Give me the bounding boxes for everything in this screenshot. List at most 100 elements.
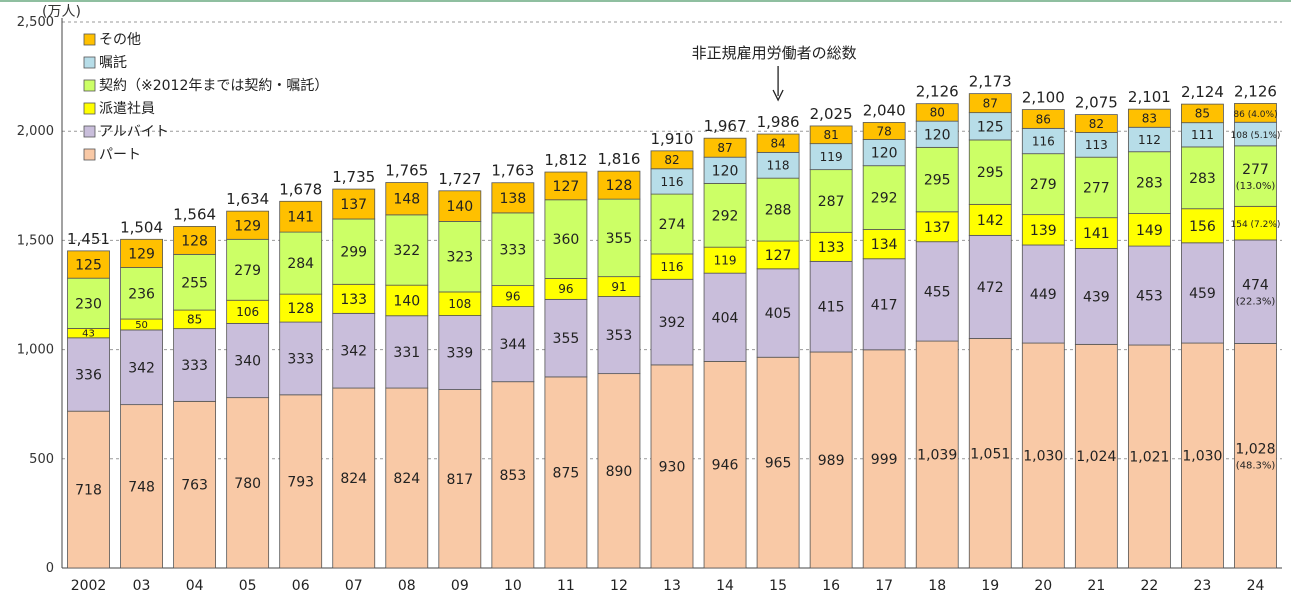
data-label: 127 xyxy=(553,179,580,195)
x-tick-label: 11 xyxy=(557,578,575,594)
data-label: 86 xyxy=(1036,112,1051,126)
data-label: 133 xyxy=(340,292,367,308)
data-label: 283 xyxy=(1189,171,1216,187)
bar-segment xyxy=(1181,342,1224,569)
data-label: 120 xyxy=(712,163,739,179)
bar-segment xyxy=(491,212,535,287)
data-label: 154 (7.2%) xyxy=(1231,220,1281,230)
bar-segment xyxy=(809,143,853,171)
total-label: 2,075 xyxy=(1075,94,1118,112)
bar-segment xyxy=(650,150,694,170)
bar-segment xyxy=(1234,343,1277,569)
bar-segment xyxy=(703,360,747,569)
legend-label: 派遣社員 xyxy=(99,101,155,117)
data-label: 82 xyxy=(1089,117,1104,131)
data-label: 295 xyxy=(977,165,1004,181)
data-label: 474 xyxy=(1242,278,1269,294)
bar-segment xyxy=(1074,343,1118,569)
legend-swatch xyxy=(83,33,96,46)
x-tick-label: 07 xyxy=(345,578,363,594)
total-label: 2,025 xyxy=(810,105,853,123)
y-tick-label: 0 xyxy=(46,561,54,576)
data-label: 78 xyxy=(877,124,892,138)
data-label: 140 xyxy=(446,199,473,215)
bar-segment xyxy=(703,137,747,158)
x-tick-label: 08 xyxy=(398,578,416,594)
bar-segment xyxy=(1021,127,1065,155)
data-label: 91 xyxy=(611,280,626,294)
data-label: 1,030 xyxy=(1182,449,1222,465)
y-tick-label: 2,000 xyxy=(17,124,54,139)
data-label: 116 xyxy=(1032,134,1055,148)
legend-swatch xyxy=(83,79,96,92)
bar-segment xyxy=(650,168,694,195)
total-label: 2,173 xyxy=(969,73,1012,91)
x-tick-label: 14 xyxy=(716,578,734,594)
total-label: 2,100 xyxy=(1022,89,1065,107)
data-label: 119 xyxy=(820,150,843,164)
data-label: 1,051 xyxy=(970,446,1010,462)
bar-segment xyxy=(67,277,110,329)
bar-segment xyxy=(120,238,163,268)
data-label: 86 (4.0%) xyxy=(1233,110,1277,120)
bar-segment xyxy=(120,329,163,406)
bar-segment xyxy=(809,169,853,233)
bar-segment xyxy=(173,253,217,311)
data-label: 718 xyxy=(75,483,102,499)
data-label: 230 xyxy=(75,296,102,312)
data-label: 43 xyxy=(82,329,95,340)
bar-segment xyxy=(332,387,376,569)
share-label: (48.3%) xyxy=(1236,461,1276,472)
bar-segment xyxy=(1234,239,1277,344)
legend-swatch xyxy=(83,148,96,161)
data-label: 459 xyxy=(1189,286,1216,302)
total-label: 1,967 xyxy=(704,117,747,135)
bar-segment xyxy=(1234,205,1277,241)
total-label: 1,910 xyxy=(651,130,694,148)
data-label: 360 xyxy=(553,232,580,248)
data-label: 125 xyxy=(977,119,1004,135)
bar-segment xyxy=(173,328,217,402)
data-label: 824 xyxy=(393,471,420,487)
data-label: 292 xyxy=(871,191,898,207)
data-label: 142 xyxy=(977,213,1004,229)
bar-segment xyxy=(1074,114,1118,133)
data-label: 80 xyxy=(930,106,945,120)
data-label: 748 xyxy=(128,479,155,495)
data-label: 134 xyxy=(871,237,898,253)
data-label: 277 xyxy=(1083,180,1110,196)
bar-segment xyxy=(703,246,747,274)
data-label: 149 xyxy=(1136,223,1163,239)
data-label: 133 xyxy=(818,240,845,256)
bar-segment xyxy=(756,240,800,270)
data-label: 87 xyxy=(717,141,732,155)
data-label: 138 xyxy=(500,191,527,207)
data-label: 277 xyxy=(1242,162,1269,178)
data-label: 340 xyxy=(234,354,261,370)
x-tick-label: 12 xyxy=(610,578,628,594)
data-label: 1,024 xyxy=(1076,449,1116,465)
bar-segment xyxy=(597,296,641,375)
data-label: 279 xyxy=(1030,177,1057,193)
bar-segment xyxy=(1127,151,1171,214)
bar-segment xyxy=(332,283,376,314)
bar-segment xyxy=(756,133,800,153)
bar-segment xyxy=(544,298,588,378)
share-label: (22.3%) xyxy=(1236,297,1276,308)
data-label: 999 xyxy=(871,452,898,468)
bar-segment xyxy=(279,321,323,396)
data-label: 128 xyxy=(181,233,208,249)
bar-segment xyxy=(968,112,1012,141)
bar-segment xyxy=(650,278,694,366)
data-label: 140 xyxy=(393,294,420,310)
bar-segment xyxy=(1021,109,1065,129)
bar-segment xyxy=(703,272,747,362)
annotation-arrow-head xyxy=(772,89,784,102)
bar-segment xyxy=(226,397,270,569)
total-label: 2,124 xyxy=(1181,83,1224,101)
data-label: 404 xyxy=(712,310,739,326)
bar-segment xyxy=(1021,244,1065,344)
bar-segment xyxy=(756,268,800,358)
x-tick-label: 05 xyxy=(239,578,257,594)
